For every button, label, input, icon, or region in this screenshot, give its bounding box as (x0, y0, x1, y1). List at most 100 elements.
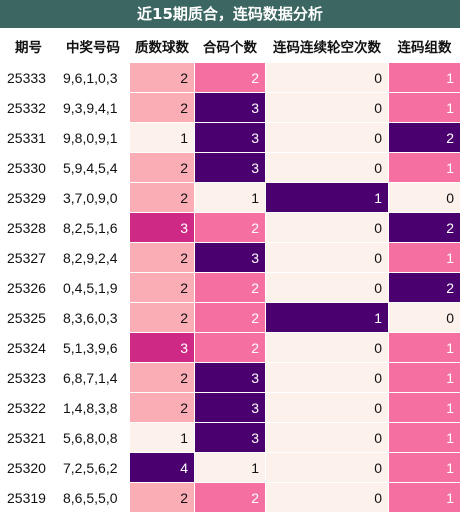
cell-winning-numbers: 1,4,8,3,8 (56, 392, 130, 423)
cell-composite-count: 2 (194, 212, 266, 243)
table-row: 25326 0,4,5,1,9 2 2 0 2 (0, 272, 460, 303)
cell-winning-numbers: 9,3,9,4,1 (56, 92, 130, 123)
cell-winning-numbers: 9,8,0,9,1 (56, 122, 130, 153)
analysis-table: 期号 中奖号码 质数球数 合码个数 连码连续轮空次数 连码组数 25333 9,6… (0, 29, 460, 513)
cell-composite-count: 3 (194, 362, 266, 393)
cell-consecutive-gap: 0 (265, 452, 389, 483)
cell-composite-count: 3 (194, 422, 266, 453)
table-row: 25323 6,8,7,1,4 2 3 0 1 (0, 362, 460, 393)
cell-winning-numbers: 8,2,9,2,4 (56, 242, 130, 273)
cell-winning-numbers: 6,8,7,1,4 (56, 362, 130, 393)
table-title: 近15期质合，连码数据分析 (0, 0, 460, 29)
cell-prime-count: 2 (129, 272, 195, 303)
cell-consecutive-gap: 0 (265, 92, 389, 123)
cell-consecutive-groups: 1 (388, 392, 460, 423)
cell-consecutive-gap: 0 (265, 62, 389, 93)
cell-composite-count: 3 (194, 152, 266, 183)
header-consecutive-gap: 连码连续轮空次数 (265, 29, 389, 63)
header-prime-count: 质数球数 (129, 29, 195, 63)
table-row: 25324 5,1,3,9,6 3 2 0 1 (0, 332, 460, 363)
table-row: 25328 8,2,5,1,6 3 2 0 2 (0, 212, 460, 243)
table-row: 25330 5,9,4,5,4 2 3 0 1 (0, 152, 460, 183)
cell-consecutive-groups: 1 (388, 422, 460, 453)
cell-period: 25325 (0, 302, 57, 333)
cell-composite-count: 3 (194, 122, 266, 153)
cell-consecutive-gap: 0 (265, 422, 389, 453)
cell-prime-count: 2 (129, 482, 195, 513)
cell-period: 25320 (0, 452, 57, 483)
cell-consecutive-gap: 0 (265, 272, 389, 303)
table-row: 25331 9,8,0,9,1 1 3 0 2 (0, 122, 460, 153)
cell-consecutive-gap: 1 (265, 302, 389, 333)
cell-prime-count: 2 (129, 62, 195, 93)
cell-composite-count: 1 (194, 182, 266, 213)
cell-composite-count: 3 (194, 242, 266, 273)
cell-winning-numbers: 3,7,0,9,0 (56, 182, 130, 213)
cell-winning-numbers: 8,6,5,5,0 (56, 482, 130, 513)
cell-consecutive-groups: 1 (388, 62, 460, 93)
cell-prime-count: 1 (129, 422, 195, 453)
cell-consecutive-groups: 1 (388, 92, 460, 123)
table-row: 25332 9,3,9,4,1 2 3 0 1 (0, 92, 460, 123)
table-row: 25333 9,6,1,0,3 2 2 0 1 (0, 62, 460, 93)
cell-prime-count: 2 (129, 182, 195, 213)
cell-consecutive-gap: 0 (265, 212, 389, 243)
table-row: 25319 8,6,5,5,0 2 2 0 1 (0, 482, 460, 513)
cell-prime-count: 2 (129, 242, 195, 273)
cell-consecutive-groups: 2 (388, 272, 460, 303)
header-numbers: 中奖号码 (56, 29, 130, 63)
cell-period: 25324 (0, 332, 57, 363)
cell-composite-count: 2 (194, 302, 266, 333)
cell-period: 25328 (0, 212, 57, 243)
cell-composite-count: 2 (194, 272, 266, 303)
cell-consecutive-groups: 1 (388, 332, 460, 363)
header-period: 期号 (0, 29, 57, 63)
cell-prime-count: 3 (129, 332, 195, 363)
cell-consecutive-groups: 1 (388, 242, 460, 273)
cell-prime-count: 2 (129, 302, 195, 333)
header-row: 期号 中奖号码 质数球数 合码个数 连码连续轮空次数 连码组数 (0, 29, 460, 63)
cell-prime-count: 2 (129, 392, 195, 423)
cell-consecutive-gap: 0 (265, 362, 389, 393)
cell-composite-count: 2 (194, 62, 266, 93)
cell-prime-count: 2 (129, 92, 195, 123)
cell-consecutive-gap: 0 (265, 152, 389, 183)
cell-winning-numbers: 8,2,5,1,6 (56, 212, 130, 243)
cell-consecutive-groups: 2 (388, 212, 460, 243)
cell-prime-count: 1 (129, 122, 195, 153)
cell-consecutive-groups: 0 (388, 302, 460, 333)
cell-composite-count: 1 (194, 452, 266, 483)
cell-composite-count: 2 (194, 482, 266, 513)
cell-consecutive-gap: 0 (265, 242, 389, 273)
cell-consecutive-groups: 2 (388, 122, 460, 153)
cell-consecutive-gap: 1 (265, 182, 389, 213)
cell-period: 25332 (0, 92, 57, 123)
cell-winning-numbers: 5,6,8,0,8 (56, 422, 130, 453)
table-row: 25325 8,3,6,0,3 2 2 1 0 (0, 302, 460, 333)
cell-composite-count: 3 (194, 92, 266, 123)
cell-period: 25321 (0, 422, 57, 453)
header-consecutive-groups: 连码组数 (388, 29, 460, 63)
cell-period: 25330 (0, 152, 57, 183)
cell-consecutive-groups: 1 (388, 482, 460, 513)
cell-consecutive-gap: 0 (265, 392, 389, 423)
cell-winning-numbers: 8,3,6,0,3 (56, 302, 130, 333)
cell-period: 25319 (0, 482, 57, 513)
cell-composite-count: 3 (194, 392, 266, 423)
cell-consecutive-groups: 1 (388, 362, 460, 393)
table-row: 25329 3,7,0,9,0 2 1 1 0 (0, 182, 460, 213)
cell-consecutive-groups: 1 (388, 152, 460, 183)
table-row: 25320 7,2,5,6,2 4 1 0 1 (0, 452, 460, 483)
cell-period: 25333 (0, 62, 57, 93)
cell-consecutive-groups: 0 (388, 182, 460, 213)
cell-period: 25327 (0, 242, 57, 273)
cell-period: 25323 (0, 362, 57, 393)
cell-winning-numbers: 7,2,5,6,2 (56, 452, 130, 483)
cell-composite-count: 2 (194, 332, 266, 363)
cell-consecutive-gap: 0 (265, 482, 389, 513)
cell-period: 25322 (0, 392, 57, 423)
cell-consecutive-gap: 0 (265, 122, 389, 153)
header-composite-count: 合码个数 (194, 29, 266, 63)
table-row: 25322 1,4,8,3,8 2 3 0 1 (0, 392, 460, 423)
cell-prime-count: 4 (129, 452, 195, 483)
